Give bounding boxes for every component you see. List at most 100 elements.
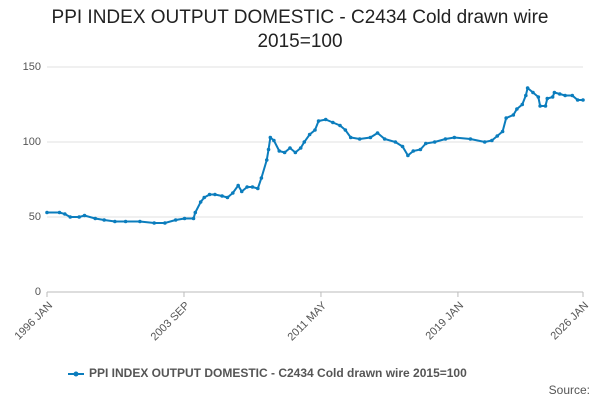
point xyxy=(538,104,542,108)
point xyxy=(282,150,287,155)
point xyxy=(57,210,62,215)
point xyxy=(123,219,128,224)
point xyxy=(220,194,224,198)
point xyxy=(423,141,428,146)
source: Source: xyxy=(549,383,590,397)
point xyxy=(504,116,508,120)
point xyxy=(152,221,156,225)
point xyxy=(268,135,273,140)
point xyxy=(277,149,282,153)
point xyxy=(93,216,98,221)
point xyxy=(331,120,335,125)
point xyxy=(113,219,117,224)
point xyxy=(482,140,487,144)
point xyxy=(316,119,321,123)
point xyxy=(432,140,437,144)
point xyxy=(411,149,416,153)
point xyxy=(552,90,557,95)
point xyxy=(266,147,271,152)
point xyxy=(182,216,187,221)
point xyxy=(138,219,142,224)
y-tick-label: 50 xyxy=(29,211,41,223)
x-tick-label: 2011 MAY xyxy=(285,299,329,343)
point xyxy=(495,134,500,138)
point xyxy=(307,132,312,137)
point xyxy=(298,146,303,150)
point xyxy=(225,195,230,200)
point xyxy=(393,140,398,144)
point xyxy=(368,135,373,140)
point xyxy=(239,189,244,194)
legend-marker xyxy=(73,371,79,377)
y-tick-label: 0 xyxy=(35,286,41,298)
point xyxy=(313,128,317,132)
y-tick-label: 100 xyxy=(23,136,41,148)
point xyxy=(338,123,342,128)
x-tick-label: 1996 JAN xyxy=(13,300,56,343)
point xyxy=(272,138,276,143)
x-tick-label: 2003 SEP xyxy=(149,300,193,344)
legend-label: PPI INDEX OUTPUT DOMESTIC - C2434 Cold d… xyxy=(89,366,467,380)
point xyxy=(256,186,260,191)
point xyxy=(563,93,567,98)
point xyxy=(511,113,516,117)
point xyxy=(102,218,106,222)
x-tick-label: 2026 JAN xyxy=(549,300,592,343)
point xyxy=(198,200,203,204)
point xyxy=(357,137,362,141)
point xyxy=(382,137,387,141)
point xyxy=(581,98,585,102)
point xyxy=(82,213,87,218)
series-line xyxy=(47,86,583,224)
point xyxy=(288,146,292,150)
point xyxy=(173,218,178,222)
point xyxy=(452,135,457,140)
point xyxy=(406,153,410,158)
point xyxy=(264,158,269,162)
point xyxy=(236,183,240,188)
point xyxy=(77,215,81,219)
point xyxy=(68,215,73,219)
point xyxy=(490,138,494,143)
point xyxy=(545,96,550,101)
point xyxy=(543,104,548,108)
point xyxy=(531,90,535,95)
point xyxy=(468,137,473,141)
point xyxy=(45,210,49,215)
point xyxy=(400,144,405,149)
x-tick-label: 2019 JAN xyxy=(423,300,466,343)
point xyxy=(500,129,505,134)
point xyxy=(570,93,575,98)
point xyxy=(343,128,348,132)
point xyxy=(250,185,255,189)
point xyxy=(191,216,196,221)
point xyxy=(213,192,217,197)
point xyxy=(323,117,328,122)
point xyxy=(63,212,67,216)
point xyxy=(202,195,207,200)
point xyxy=(524,93,528,98)
point xyxy=(293,150,298,155)
point xyxy=(348,135,353,140)
point xyxy=(418,147,423,152)
point xyxy=(245,185,249,189)
point xyxy=(515,107,519,111)
point xyxy=(193,210,198,215)
point xyxy=(259,176,264,180)
point xyxy=(443,137,448,141)
point xyxy=(231,191,235,195)
point xyxy=(207,192,212,197)
point xyxy=(536,95,541,99)
point xyxy=(375,131,380,135)
point xyxy=(163,221,167,225)
point xyxy=(525,86,530,90)
point xyxy=(557,92,562,96)
point xyxy=(550,95,555,99)
chart-title: PPI INDEX OUTPUT DOMESTIC - C2434 Cold d… xyxy=(51,7,549,52)
point xyxy=(575,98,580,102)
point xyxy=(302,140,307,144)
y-tick-label: 150 xyxy=(23,61,41,73)
point xyxy=(520,102,525,107)
